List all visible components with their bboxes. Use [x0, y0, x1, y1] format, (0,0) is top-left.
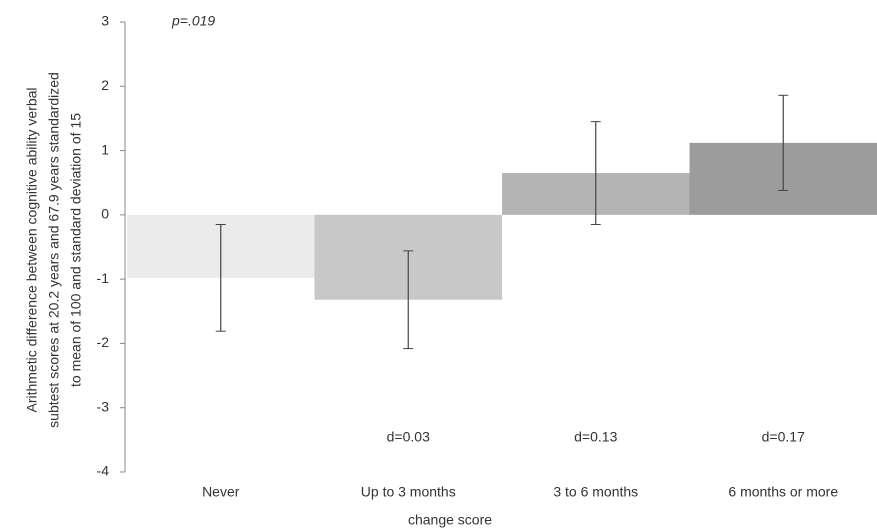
annotation: d=0.03 — [387, 429, 430, 445]
x-tick-label: 6 months or more — [728, 484, 838, 500]
annotation: p=.019 — [171, 13, 215, 29]
x-tick-label: 3 to 6 months — [553, 484, 638, 500]
x-tick-label: Never — [202, 484, 240, 500]
x-tick-label: Up to 3 months — [361, 484, 456, 500]
y-tick-label: 3 — [101, 13, 109, 29]
y-axis-label: subtest scores at 20.2 years and 67.9 ye… — [46, 72, 62, 428]
annotation: d=0.17 — [762, 429, 805, 445]
y-tick-label: 0 — [101, 206, 109, 222]
annotation: d=0.13 — [574, 429, 617, 445]
y-axis-label: to mean of 100 and standard deviation of… — [68, 113, 84, 387]
y-axis-label: Arithmetic difference between cognitive … — [24, 87, 40, 412]
y-tick-label: -3 — [97, 398, 110, 414]
y-tick-label: -2 — [97, 334, 110, 350]
y-tick-label: -1 — [97, 270, 110, 286]
y-tick-label: 1 — [101, 141, 109, 157]
y-tick-label: 2 — [101, 77, 109, 93]
y-tick-label: -4 — [97, 463, 110, 479]
x-axis-label: change score — [408, 512, 492, 528]
